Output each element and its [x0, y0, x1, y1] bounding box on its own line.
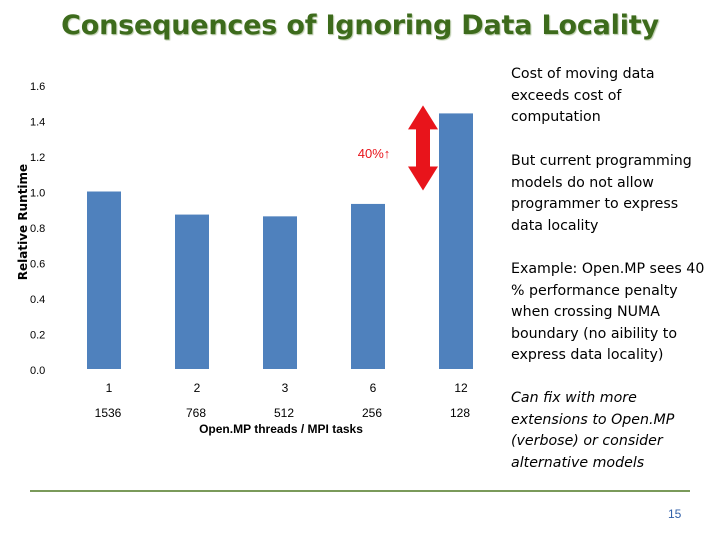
- bar: [351, 203, 385, 369]
- y-tick-label: 1.6: [30, 81, 45, 93]
- y-tick-label: 1.2: [30, 152, 45, 164]
- x-tick-label-secondary: 512: [274, 406, 294, 420]
- note-fix: Can fix with more extensions to Open.MP …: [511, 390, 675, 471]
- x-tick-label: 12: [454, 381, 468, 395]
- double-arrow-icon: [408, 105, 438, 191]
- x-tick-label-secondary: 256: [362, 406, 382, 420]
- y-tick-label: 0.2: [30, 330, 45, 342]
- penalty-label: 40%↑: [358, 146, 391, 161]
- x-tick-label: 6: [370, 381, 377, 395]
- footer-divider: [30, 490, 690, 492]
- x-tick-label: 1: [106, 381, 113, 395]
- y-tick-label: 0.8: [30, 223, 45, 235]
- note-models: But current programming models do not al…: [511, 153, 692, 234]
- bar: [87, 191, 121, 369]
- y-tick-label: 0.4: [30, 294, 45, 306]
- y-tick-label: 1.4: [30, 117, 45, 129]
- bar: [263, 216, 297, 369]
- x-tick-label: 3: [282, 381, 289, 395]
- page-number: 15: [668, 507, 682, 521]
- y-tick-label: 1.0: [30, 188, 45, 200]
- x-axis-title: Open.MP threads / MPI tasks: [199, 422, 363, 436]
- bar: [439, 113, 473, 370]
- bar: [175, 214, 209, 369]
- note-cost: Cost of moving data exceeds cost of comp…: [511, 66, 655, 125]
- note-example: Example: Open.MP sees 40 % performance p…: [511, 261, 705, 363]
- x-tick-label-secondary: 1536: [95, 406, 122, 420]
- x-tick-label: 2: [194, 381, 201, 395]
- x-tick-label-secondary: 768: [186, 406, 206, 420]
- y-axis-title: Relative Runtime: [16, 164, 30, 280]
- page-title: Consequences of Ignoring Data Locality: [61, 10, 659, 41]
- y-tick-label: 0.0: [30, 365, 45, 377]
- y-tick-label: 0.6: [30, 259, 45, 271]
- x-tick-label-secondary: 128: [450, 406, 470, 420]
